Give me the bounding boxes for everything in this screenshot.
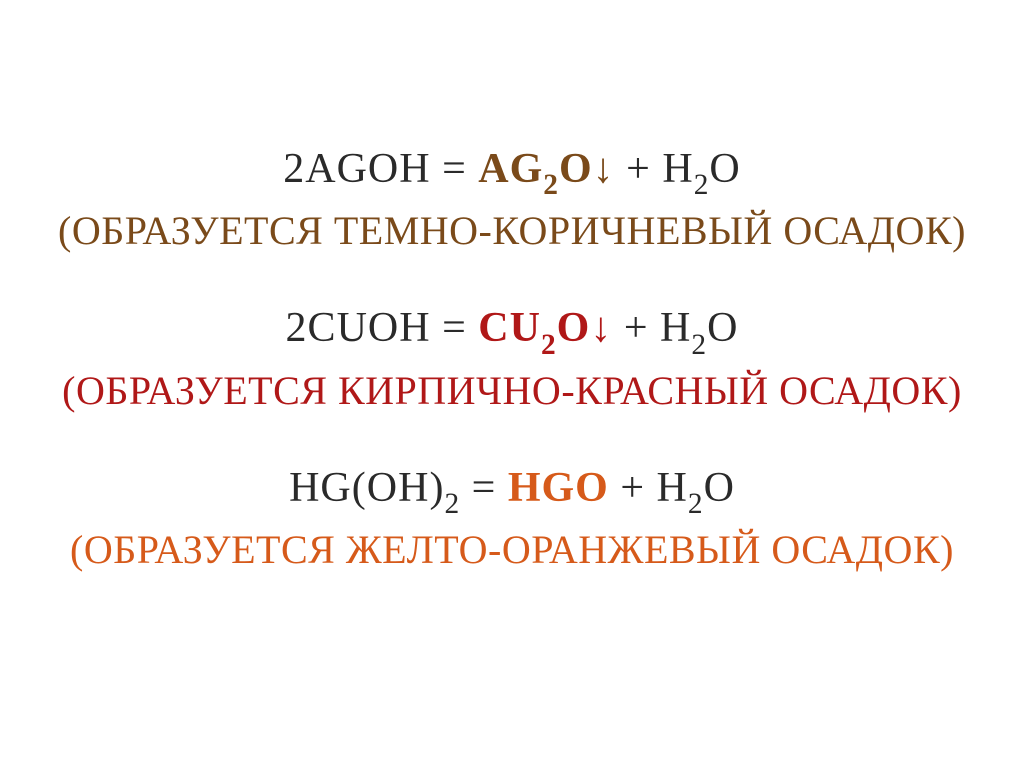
plus: +: [615, 146, 663, 192]
sym: G: [337, 146, 368, 192]
reactant-2: 2CUOH: [286, 305, 431, 351]
sym: H: [289, 465, 320, 511]
sym: H: [398, 465, 429, 511]
product-2: CU2O↓: [478, 305, 612, 351]
down-arrow-icon: ↓: [590, 305, 612, 351]
equation-2: 2CUOH = CU2O↓ + H2O: [62, 304, 962, 358]
sym: H: [399, 305, 430, 351]
sym: O: [575, 465, 609, 511]
sym: O: [559, 146, 593, 192]
equals: =: [431, 146, 479, 192]
reactant-1: 2AGOH: [283, 146, 430, 192]
sym: O: [368, 305, 399, 351]
sym: A: [478, 146, 509, 192]
description-1: (ОБРАЗУЕТСЯ ТЕМНО-КОРИЧНЕВЫЙ ОСАДОК): [58, 207, 966, 254]
tail-3: H2O: [657, 465, 735, 511]
reaction-block-1: 2AGOH = AG2O↓ + H2O (ОБРАЗУЕТСЯ ТЕМНО-КО…: [58, 145, 966, 254]
paren-open: (: [62, 368, 76, 413]
product-1: AG2O↓: [478, 146, 614, 192]
paren-close: ): [952, 208, 966, 253]
sym: O: [709, 146, 740, 192]
sym: H: [662, 146, 693, 192]
description-3: (ОБРАЗУЕТСЯ ЖЕЛТО-ОРАНЖЕВЫЙ ОСАДОК): [70, 526, 954, 573]
paren-close: ): [948, 368, 962, 413]
sym: O: [704, 465, 735, 511]
paren-close: ): [940, 527, 954, 572]
sym: O: [707, 305, 738, 351]
subscript: 2: [541, 329, 557, 361]
reactant-3: HG(OH)2: [289, 465, 460, 511]
equation-1: 2AGOH = AG2O↓ + H2O: [58, 145, 966, 199]
reaction-block-3: HG(OH)2 = HGO + H2O (ОБРАЗУЕТСЯ ЖЕЛТО-ОР…: [70, 464, 954, 573]
sym: U: [510, 305, 541, 351]
paren-open: (: [352, 465, 367, 511]
description-text: ОБРАЗУЕТСЯ КИРПИЧНО-КРАСНЫЙ ОСАДОК: [76, 368, 948, 413]
product-3: HGO: [508, 465, 609, 511]
description-text: ОБРАЗУЕТСЯ ЖЕЛТО-ОРАНЖЕВЫЙ ОСАДОК: [84, 527, 940, 572]
plus: +: [609, 465, 657, 511]
coef: 2: [286, 305, 308, 351]
subscript: 2: [543, 169, 559, 201]
equals: =: [460, 465, 508, 511]
equals: =: [431, 305, 479, 351]
sym: U: [337, 305, 368, 351]
sym: G: [542, 465, 576, 511]
reaction-block-2: 2CUOH = CU2O↓ + H2O (ОБРАЗУЕТСЯ КИРПИЧНО…: [62, 304, 962, 413]
sym: O: [557, 305, 591, 351]
paren-open: (: [58, 208, 72, 253]
tail-1: H2O: [662, 146, 740, 192]
equation-3: HG(OH)2 = HGO + H2O: [70, 464, 954, 518]
description-text: ОБРАЗУЕТСЯ ТЕМНО-КОРИЧНЕВЫЙ ОСАДОК: [72, 208, 952, 253]
subscript: 2: [691, 329, 707, 361]
sym: O: [367, 465, 398, 511]
sym: C: [308, 305, 337, 351]
sym: A: [305, 146, 336, 192]
sym: C: [478, 305, 509, 351]
sym: H: [660, 305, 691, 351]
plus: +: [612, 305, 660, 351]
sym: H: [657, 465, 688, 511]
subscript: 2: [694, 169, 710, 201]
sym: G: [510, 146, 544, 192]
down-arrow-icon: ↓: [593, 146, 615, 192]
subscript: 2: [444, 488, 460, 520]
subscript: 2: [688, 488, 704, 520]
tail-2: H2O: [660, 305, 738, 351]
sym: H: [399, 146, 430, 192]
coef: 2: [283, 146, 305, 192]
paren-close: ): [429, 465, 444, 511]
description-2: (ОБРАЗУЕТСЯ КИРПИЧНО-КРАСНЫЙ ОСАДОК): [62, 367, 962, 414]
sym: O: [368, 146, 399, 192]
sym: G: [320, 465, 351, 511]
paren-open: (: [70, 527, 84, 572]
sym: H: [508, 465, 542, 511]
